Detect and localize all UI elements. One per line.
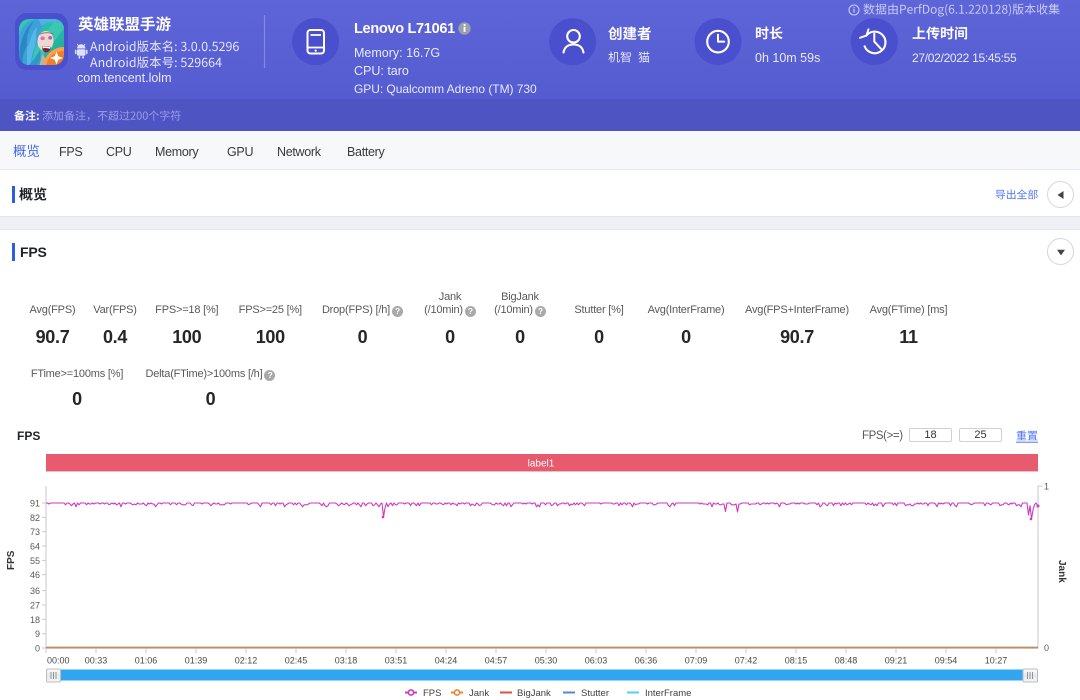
svg-text:73: 73 (30, 527, 40, 537)
svg-text:01:39: 01:39 (185, 656, 208, 666)
svg-text:FPS: FPS (6, 550, 17, 570)
svg-text:18: 18 (30, 615, 40, 625)
svg-text:06:03: 06:03 (585, 656, 608, 666)
svg-text:08:48: 08:48 (835, 656, 858, 666)
svg-text:label1: label1 (528, 459, 555, 470)
svg-text:04:24: 04:24 (435, 656, 458, 666)
svg-text:07:09: 07:09 (685, 656, 708, 666)
svg-text:82: 82 (30, 513, 40, 523)
svg-text:00:33: 00:33 (85, 656, 108, 666)
svg-text:9: 9 (35, 629, 40, 639)
svg-text:06:36: 06:36 (635, 656, 658, 666)
svg-text:03:18: 03:18 (335, 656, 358, 666)
svg-text:InterFrame: InterFrame (645, 688, 691, 699)
svg-text:0: 0 (1044, 643, 1049, 653)
svg-text:64: 64 (30, 542, 40, 552)
svg-text:1: 1 (1044, 482, 1049, 492)
svg-text:02:12: 02:12 (235, 656, 258, 666)
svg-text:46: 46 (30, 570, 40, 580)
svg-text:04:57: 04:57 (485, 656, 508, 666)
svg-text:10:27: 10:27 (985, 656, 1008, 666)
svg-text:09:21: 09:21 (885, 656, 908, 666)
svg-text:03:51: 03:51 (385, 656, 408, 666)
svg-text:00:00: 00:00 (47, 656, 70, 666)
svg-text:27: 27 (30, 601, 40, 611)
svg-text:01:06: 01:06 (135, 656, 158, 666)
svg-text:91: 91 (30, 499, 40, 509)
svg-text:Stutter: Stutter (581, 688, 609, 699)
svg-text:Jank: Jank (469, 688, 489, 699)
svg-text:FPS: FPS (423, 688, 441, 699)
svg-text:BigJank: BigJank (517, 688, 551, 699)
svg-text:09:54: 09:54 (935, 656, 958, 666)
svg-text:Jank: Jank (1056, 560, 1067, 583)
svg-text:07:42: 07:42 (735, 656, 758, 666)
svg-text:55: 55 (30, 556, 40, 566)
svg-text:36: 36 (30, 586, 40, 596)
svg-text:08:15: 08:15 (785, 656, 808, 666)
svg-text:05:30: 05:30 (535, 656, 558, 666)
svg-text:02:45: 02:45 (285, 656, 308, 666)
svg-text:0: 0 (35, 644, 40, 654)
